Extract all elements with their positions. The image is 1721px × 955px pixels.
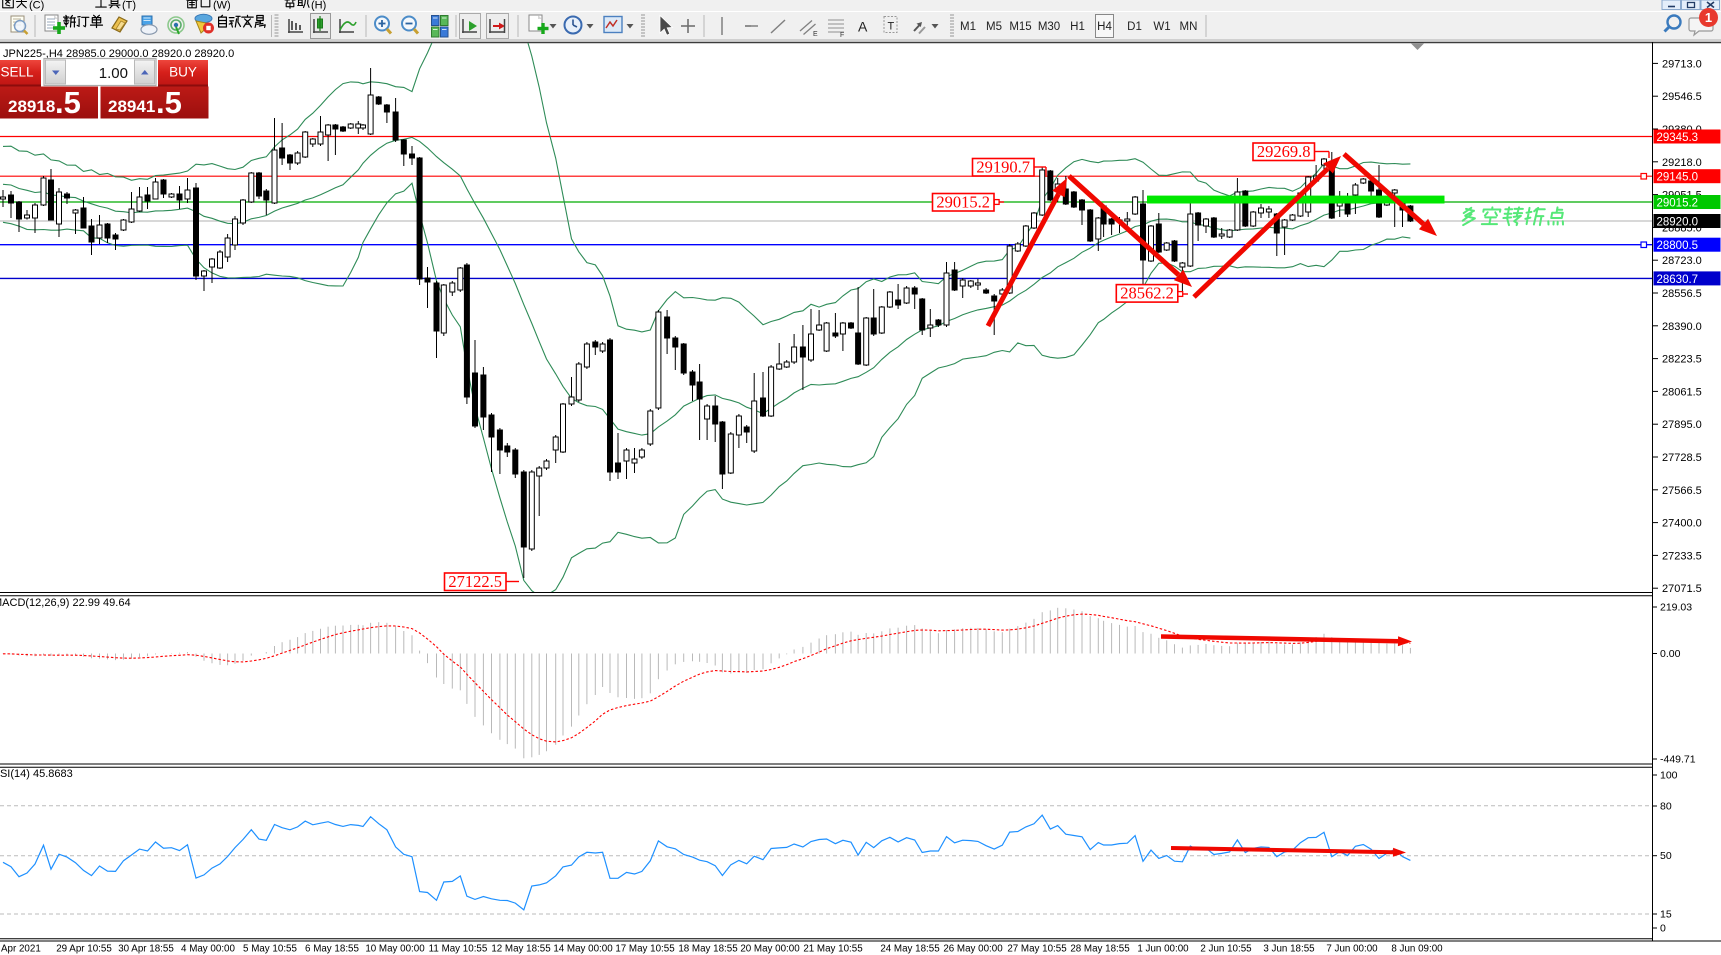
svg-text:27122.5: 27122.5 bbox=[448, 572, 502, 591]
svg-text:29269.8: 29269.8 bbox=[1257, 142, 1311, 161]
svg-text:28941: 28941 bbox=[108, 97, 155, 116]
svg-text:21 May 10:55: 21 May 10:55 bbox=[803, 944, 863, 955]
svg-text:28556.5: 28556.5 bbox=[1662, 288, 1702, 300]
svg-text:26 May 00:00: 26 May 00:00 bbox=[943, 944, 1003, 955]
svg-text:M30: M30 bbox=[1038, 21, 1060, 33]
svg-text:14 May 00:00: 14 May 00:00 bbox=[553, 944, 613, 955]
svg-text:H1: H1 bbox=[1070, 21, 1085, 33]
svg-text:1 Jun 00:00: 1 Jun 00:00 bbox=[1137, 944, 1189, 955]
svg-text:-449.71: -449.71 bbox=[1660, 754, 1696, 766]
svg-text:29218.0: 29218.0 bbox=[1662, 157, 1702, 169]
svg-text:100: 100 bbox=[1660, 770, 1678, 782]
svg-text:219.03: 219.03 bbox=[1660, 602, 1692, 614]
svg-text:29345.3: 29345.3 bbox=[1657, 132, 1699, 144]
svg-text:28 May 18:55: 28 May 18:55 bbox=[1070, 944, 1130, 955]
svg-text:27071.5: 27071.5 bbox=[1662, 583, 1702, 595]
svg-text:18 May 18:55: 18 May 18:55 bbox=[678, 944, 738, 955]
svg-text:12 May 18:55: 12 May 18:55 bbox=[491, 944, 551, 955]
svg-text:29015.2: 29015.2 bbox=[936, 193, 990, 212]
svg-text:E: E bbox=[813, 31, 818, 38]
svg-text:MACD(12,26,9) 22.99 49.64: MACD(12,26,9) 22.99 49.64 bbox=[0, 597, 131, 609]
svg-text:30 Apr 18:55: 30 Apr 18:55 bbox=[118, 944, 174, 955]
svg-text:M15: M15 bbox=[1009, 21, 1031, 33]
svg-text:RSI(14) 45.8683: RSI(14) 45.8683 bbox=[0, 768, 73, 780]
svg-text:W1: W1 bbox=[1153, 21, 1170, 33]
svg-text:D1: D1 bbox=[1127, 21, 1142, 33]
svg-text:28918: 28918 bbox=[8, 97, 55, 116]
svg-text:3 Jun 18:55: 3 Jun 18:55 bbox=[1263, 944, 1315, 955]
svg-text:28920.0: 28920.0 bbox=[1657, 217, 1699, 229]
svg-text:27 May 10:55: 27 May 10:55 bbox=[1007, 944, 1067, 955]
svg-text:A: A bbox=[858, 19, 868, 35]
svg-text:17 May 10:55: 17 May 10:55 bbox=[615, 944, 675, 955]
svg-text:80: 80 bbox=[1660, 801, 1672, 813]
svg-text:20 May 00:00: 20 May 00:00 bbox=[740, 944, 800, 955]
svg-text:2 Jun 10:55: 2 Jun 10:55 bbox=[1200, 944, 1252, 955]
svg-text:4 May 00:00: 4 May 00:00 bbox=[181, 944, 235, 955]
svg-text:1: 1 bbox=[1705, 10, 1712, 25]
svg-text:28630.7: 28630.7 bbox=[1657, 274, 1699, 286]
svg-text:27728.5: 27728.5 bbox=[1662, 452, 1702, 464]
svg-text:8 Jun 09:00: 8 Jun 09:00 bbox=[1391, 944, 1443, 955]
svg-text:28390.0: 28390.0 bbox=[1662, 321, 1702, 333]
svg-text:28562.2: 28562.2 bbox=[1120, 284, 1174, 303]
svg-text:BUY: BUY bbox=[169, 65, 197, 80]
svg-text:(H): (H) bbox=[311, 0, 326, 12]
svg-text:MN: MN bbox=[1180, 21, 1198, 33]
svg-text:11 May 10:55: 11 May 10:55 bbox=[429, 944, 488, 955]
svg-text:27233.5: 27233.5 bbox=[1662, 550, 1702, 562]
svg-text:M1: M1 bbox=[960, 21, 976, 33]
svg-text:JPN225-,H4 28985.0 29000.0 28: JPN225-,H4 28985.0 29000.0 28920.0 28920… bbox=[3, 48, 234, 60]
svg-text:24 May 18:55: 24 May 18:55 bbox=[880, 944, 940, 955]
svg-text:50: 50 bbox=[1660, 850, 1672, 862]
svg-text:28223.5: 28223.5 bbox=[1662, 354, 1702, 366]
svg-text:28800.5: 28800.5 bbox=[1657, 240, 1699, 252]
svg-text:29190.7: 29190.7 bbox=[976, 158, 1030, 177]
svg-text:Apr 2021: Apr 2021 bbox=[1, 944, 41, 955]
svg-text:29145.0: 29145.0 bbox=[1657, 172, 1699, 184]
svg-text:(C): (C) bbox=[29, 0, 44, 12]
svg-text:F: F bbox=[840, 32, 844, 39]
svg-text:28723.0: 28723.0 bbox=[1662, 255, 1702, 267]
svg-text:T: T bbox=[888, 21, 895, 33]
svg-text:SELL: SELL bbox=[0, 65, 34, 80]
svg-text:M5: M5 bbox=[986, 21, 1002, 33]
svg-text:7 Jun 00:00: 7 Jun 00:00 bbox=[1326, 944, 1378, 955]
svg-text:29546.5: 29546.5 bbox=[1662, 91, 1702, 103]
svg-text:28061.5: 28061.5 bbox=[1662, 386, 1702, 398]
svg-text:1.00: 1.00 bbox=[99, 65, 128, 82]
svg-text:5 May 10:55: 5 May 10:55 bbox=[243, 944, 297, 955]
svg-text:(W): (W) bbox=[213, 0, 231, 12]
svg-text:.5: .5 bbox=[55, 85, 81, 120]
svg-text:(T): (T) bbox=[122, 0, 136, 12]
svg-text:27400.0: 27400.0 bbox=[1662, 518, 1702, 530]
svg-text:0: 0 bbox=[1660, 923, 1666, 935]
svg-text:H4: H4 bbox=[1097, 21, 1112, 33]
svg-text:6 May 18:55: 6 May 18:55 bbox=[305, 944, 359, 955]
svg-text:27895.0: 27895.0 bbox=[1662, 419, 1702, 431]
svg-text:10 May 00:00: 10 May 00:00 bbox=[365, 944, 425, 955]
svg-text:15: 15 bbox=[1660, 909, 1672, 921]
svg-text:29015.2: 29015.2 bbox=[1657, 198, 1699, 210]
svg-text:.5: .5 bbox=[156, 85, 182, 120]
svg-text:0.00: 0.00 bbox=[1660, 648, 1681, 660]
svg-text:27566.5: 27566.5 bbox=[1662, 485, 1702, 497]
svg-text:29 Apr 10:55: 29 Apr 10:55 bbox=[56, 944, 112, 955]
svg-text:29713.0: 29713.0 bbox=[1662, 58, 1702, 70]
